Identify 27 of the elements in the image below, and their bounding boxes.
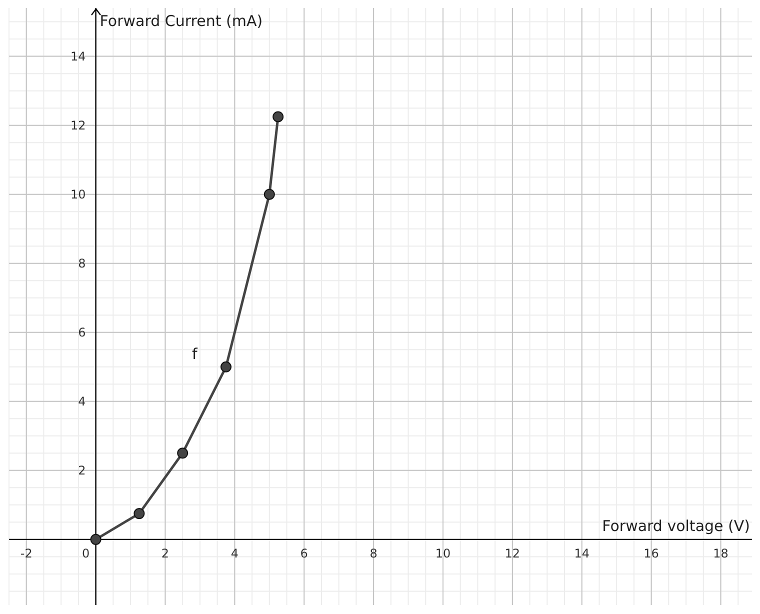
- y-tick-label: 6: [78, 325, 86, 340]
- x-tick-label: 16: [644, 546, 659, 560]
- x-tick-label: 6: [300, 546, 308, 560]
- x-tick-label: 12: [504, 546, 520, 560]
- point: [90, 534, 102, 545]
- x-axis-title: Forward voltage (V): [602, 517, 750, 536]
- x-tick-label: 0: [82, 546, 90, 560]
- point: [134, 508, 145, 520]
- y-tick-label: 8: [78, 256, 86, 270]
- y-tick-label: 14: [70, 49, 86, 64]
- y-tick-label: 4: [78, 394, 86, 408]
- x-tick-label: 14: [574, 546, 590, 560]
- y-tick-label: 2: [78, 463, 86, 478]
- x-tick-label: 18: [713, 546, 728, 560]
- y-tick-label: 12: [70, 118, 86, 132]
- point: [272, 111, 284, 122]
- annotation: f: [192, 344, 198, 363]
- x-tick-label: 10: [435, 546, 451, 560]
- x-tick-label: 2: [161, 546, 170, 560]
- point: [264, 188, 275, 200]
- x-tick-label: 8: [370, 546, 378, 560]
- y-axis-title: Forward Current (mA): [100, 12, 263, 30]
- y-tick-label: 10: [70, 187, 86, 202]
- point: [220, 361, 232, 372]
- x-tick-label: -2: [20, 546, 32, 560]
- x-tick-label: 4: [230, 546, 238, 560]
- point: [177, 448, 188, 459]
